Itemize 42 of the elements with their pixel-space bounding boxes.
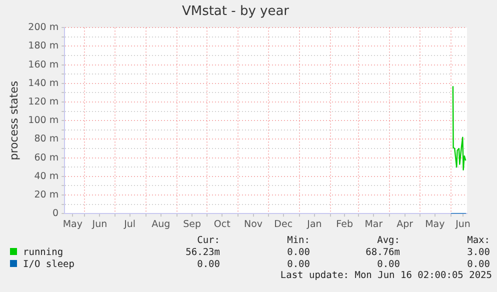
text: 56.23m — [184, 246, 220, 258]
text: 3.00 — [466, 246, 490, 258]
y-tick-label: 160 m — [28, 59, 59, 70]
y-tick-label: 60 m — [34, 152, 59, 164]
text: 0.00 — [376, 258, 400, 270]
text: Max: — [466, 234, 490, 246]
x-tick-label: Jul — [123, 218, 136, 230]
legend-label: I/O sleep — [22, 258, 76, 270]
y-tick-label: 140 m — [28, 78, 59, 89]
x-tick-label: Jun — [454, 218, 470, 230]
x-tick-label: May — [425, 218, 446, 230]
y-tick-label: 0 — [52, 208, 59, 220]
y-axis-title: process states — [7, 80, 20, 160]
text: Last update: Mon Jun 16 02:00:05 2025 — [280, 270, 492, 281]
text: 68.76m — [364, 246, 400, 258]
text: 0.00 — [196, 258, 220, 270]
y-tick-label: 100 m — [28, 115, 59, 126]
x-tick-label: Oct — [214, 218, 231, 230]
x-tick-label: Mar — [364, 218, 383, 230]
x-tick-label: May — [62, 218, 83, 230]
x-tick-label: Nov — [244, 218, 263, 230]
y-tick-label: 180 m — [28, 40, 59, 52]
x-tick-label: Dec — [274, 218, 293, 230]
y-tick-label: 20 m — [34, 189, 59, 200]
x-tick-label: Aug — [152, 218, 170, 230]
x-tick-label: Apr — [396, 218, 414, 230]
text: 0.00 — [286, 258, 310, 270]
x-tick-label: Jun — [91, 218, 108, 230]
y-tick-label: 80 m — [34, 134, 59, 145]
text: 0.00 — [466, 258, 490, 270]
x-tick-label: Feb — [336, 218, 353, 230]
text: Avg: — [376, 234, 400, 246]
legend-label: running — [22, 246, 64, 258]
text: Cur: — [196, 234, 220, 246]
x-tick-label: Jan — [306, 218, 322, 230]
chart-title: VMstat - by year — [182, 4, 290, 20]
text: 0.00 — [286, 246, 310, 258]
y-tick-label: 40 m — [34, 170, 59, 182]
x-tick-label: Sep — [183, 218, 201, 230]
text: Min: — [286, 234, 310, 246]
y-tick-label: 200 m — [28, 22, 59, 34]
y-tick-label: 120 m — [28, 96, 59, 108]
